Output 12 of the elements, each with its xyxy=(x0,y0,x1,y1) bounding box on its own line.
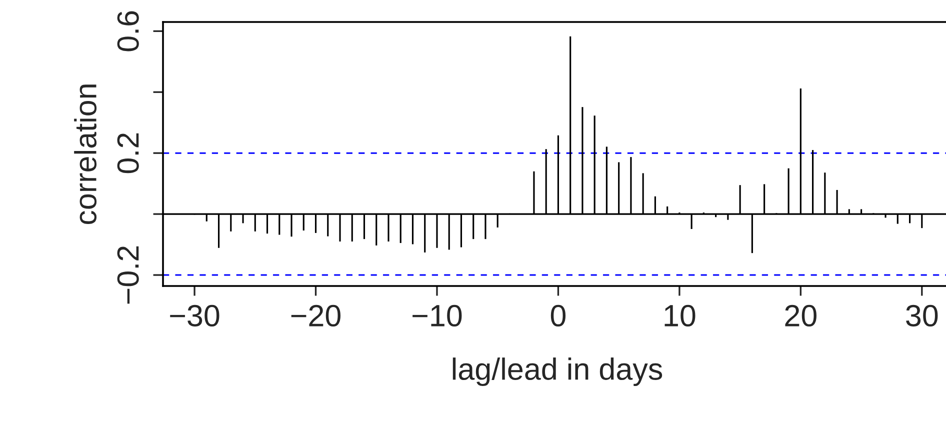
y-tick-label: 0.6 xyxy=(117,11,139,52)
y-tick-label: −0.2 xyxy=(117,246,139,304)
x-tick-label: 30 xyxy=(906,304,938,326)
x-axis-title: lag/lead in days xyxy=(452,358,662,386)
x-tick-label: −30 xyxy=(170,304,220,326)
x-tick-label: 0 xyxy=(550,304,566,326)
x-tick-label: 20 xyxy=(785,304,816,326)
x-tick-label: −20 xyxy=(291,304,340,326)
x-tick-label: 10 xyxy=(664,304,696,326)
y-axis-title: correlation xyxy=(74,84,97,224)
y-tick-label: 0.2 xyxy=(117,133,139,174)
x-tick-label: −10 xyxy=(412,304,462,326)
